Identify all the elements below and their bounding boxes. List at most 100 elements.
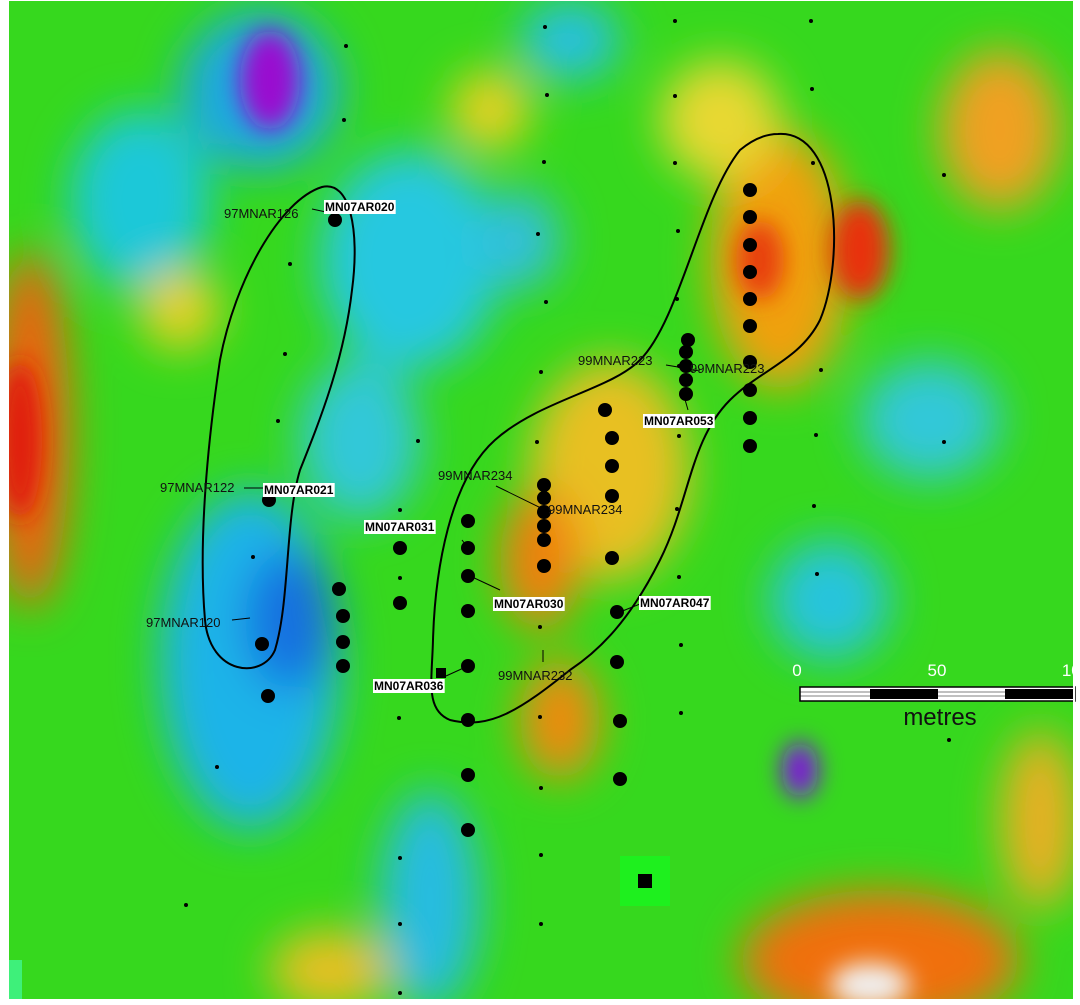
survey-station-dot: [535, 440, 539, 444]
drill-hole-dot: [461, 713, 475, 727]
drill-hole-dot: [261, 689, 275, 703]
scale-tick-0: 0: [792, 661, 801, 680]
drill-hole-dot: [461, 604, 475, 618]
reference-hole-label: 99MNAR223: [578, 353, 652, 368]
drill-holes: [255, 183, 757, 837]
drill-hole-label-box: [373, 679, 445, 693]
survey-station-dot: [398, 991, 402, 995]
scale-unit-label: metres: [903, 704, 976, 731]
square-markers: [8, 668, 670, 1000]
map-frame: [7, 0, 1075, 1001]
survey-station-dot: [539, 786, 543, 790]
drill-hole-label-box: [324, 200, 396, 214]
survey-station-dot: [344, 44, 348, 48]
survey-station-dot: [679, 643, 683, 647]
survey-station-dot: [288, 262, 292, 266]
survey-station-dot: [539, 853, 543, 857]
drill-hole-label-box: [263, 483, 335, 497]
drill-hole-dot: [537, 478, 551, 492]
square-marker: [436, 668, 446, 678]
drill-hole-dot: [461, 514, 475, 528]
drill-hole-dot: [679, 345, 693, 359]
reference-hole-label: 99MNAR223: [690, 361, 764, 376]
survey-station-dot: [542, 160, 546, 164]
square-marker: [638, 874, 652, 888]
leader-lines: [231, 208, 701, 677]
survey-station-dot: [819, 368, 823, 372]
survey-station-dot: [675, 507, 679, 511]
drill-hole-dot: [679, 373, 693, 387]
survey-station-dot: [539, 370, 543, 374]
drill-hole-dot: [537, 505, 551, 519]
survey-station-dot: [251, 555, 255, 559]
survey-station-dot: [815, 572, 819, 576]
reference-hole-label: 99MNAR234: [438, 468, 512, 483]
drill-hole-dot: [681, 333, 695, 347]
survey-station-dot: [538, 625, 542, 629]
scale-tick-50: 50: [928, 661, 947, 680]
survey-station-dot: [810, 87, 814, 91]
survey-station-dot: [283, 352, 287, 356]
survey-station-dot: [677, 575, 681, 579]
survey-station-dot: [677, 434, 681, 438]
survey-stations: [184, 19, 951, 995]
survey-station-dot: [942, 440, 946, 444]
drill-hole-dot: [679, 387, 693, 401]
hole-labels: 97MNAR126 MN07AR020 97MNAR122 MN07AR021 97MN…: [146, 200, 764, 693]
drill-hole-dot: [605, 459, 619, 473]
drill-hole-dot: [743, 355, 757, 369]
survey-station-dot: [538, 715, 542, 719]
survey-station-dot: [811, 161, 815, 165]
drill-hole-dot: [537, 491, 551, 505]
drill-hole-dot: [336, 635, 350, 649]
drill-hole-dot: [610, 605, 624, 619]
edge-marker-left: [8, 960, 22, 1000]
drill-hole-label: MN07AR031: [365, 520, 435, 534]
survey-station-dot: [398, 576, 402, 580]
drill-hole-label-box: [643, 414, 715, 428]
drill-hole-dot: [393, 541, 407, 555]
drill-hole-dot: [743, 210, 757, 224]
survey-station-dot: [947, 738, 951, 742]
scale-bar-segment: [1005, 689, 1075, 699]
survey-station-dot: [545, 93, 549, 97]
drill-hole-dot: [610, 655, 624, 669]
drill-hole-dot: [743, 319, 757, 333]
drill-hole-dot: [743, 383, 757, 397]
drill-hole-label: MN07AR030: [494, 597, 564, 611]
survey-station-dot: [416, 439, 420, 443]
drill-hole-label-box: [639, 596, 711, 610]
drill-hole-dot: [332, 582, 346, 596]
drill-hole-dot: [613, 772, 627, 786]
reference-hole-label: 99MNAR234: [548, 502, 622, 517]
scale-tick-100: 100: [1062, 661, 1080, 680]
survey-station-dot: [184, 903, 188, 907]
western-anomaly-outline: [201, 185, 356, 670]
reference-hole-label: 99MNAR232: [498, 668, 572, 683]
survey-station-dot: [398, 922, 402, 926]
survey-station-dot: [676, 229, 680, 233]
drill-hole-dot: [336, 609, 350, 623]
survey-station-dot: [539, 922, 543, 926]
drill-hole-dot: [537, 533, 551, 547]
survey-station-dot: [544, 300, 548, 304]
drill-hole-dot: [393, 596, 407, 610]
drill-hole-dot: [743, 439, 757, 453]
reference-hole-label: 97MNAR120: [146, 615, 220, 630]
drill-hole-dot: [743, 238, 757, 252]
drill-hole-dot: [328, 213, 342, 227]
scale-bar-segment: [870, 689, 938, 699]
drill-hole-dot: [537, 519, 551, 533]
drill-hole-label: MN07AR036: [374, 679, 444, 693]
survey-station-dot: [398, 508, 402, 512]
survey-station-dot: [812, 504, 816, 508]
survey-station-dot: [215, 765, 219, 769]
drill-hole-dot: [605, 431, 619, 445]
drill-hole-dot: [461, 823, 475, 837]
survey-station-dot: [814, 433, 818, 437]
drill-hole-dot: [461, 569, 475, 583]
drill-hole-dot: [605, 551, 619, 565]
